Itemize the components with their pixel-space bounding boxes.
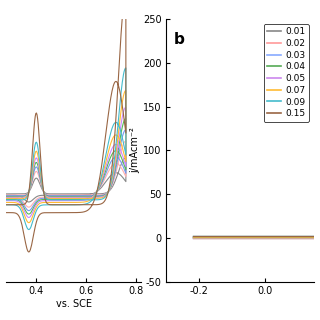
Legend: 0.01, 0.02, 0.03, 0.04, 0.05, 0.07, 0.09, 0.15: 0.01, 0.02, 0.03, 0.04, 0.05, 0.07, 0.09… bbox=[264, 24, 309, 122]
Y-axis label: j/mAcm⁻²: j/mAcm⁻² bbox=[130, 127, 140, 173]
X-axis label: vs. SCE: vs. SCE bbox=[56, 299, 92, 309]
Text: b: b bbox=[174, 32, 185, 47]
